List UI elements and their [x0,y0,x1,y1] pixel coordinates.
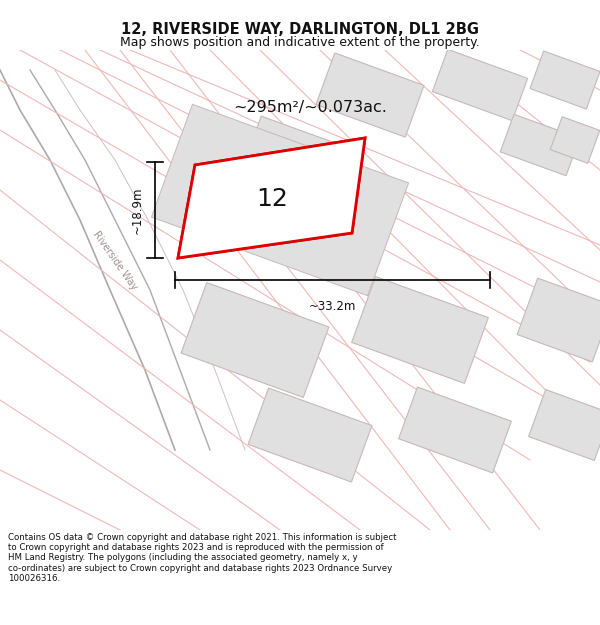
Text: Riverside Way: Riverside Way [91,229,139,291]
Text: 12, RIVERSIDE WAY, DARLINGTON, DL1 2BG: 12, RIVERSIDE WAY, DARLINGTON, DL1 2BG [121,22,479,37]
Polygon shape [151,104,409,296]
Text: Contains OS data © Crown copyright and database right 2021. This information is : Contains OS data © Crown copyright and d… [8,532,397,583]
Polygon shape [500,114,580,176]
Polygon shape [352,277,488,383]
Polygon shape [178,138,365,258]
Text: ~33.2m: ~33.2m [309,300,356,313]
Polygon shape [529,389,600,461]
Polygon shape [178,138,365,258]
Polygon shape [517,278,600,362]
Text: ~295m²/~0.073ac.: ~295m²/~0.073ac. [233,100,387,115]
Polygon shape [244,116,346,194]
Text: ~18.9m: ~18.9m [131,186,143,234]
Polygon shape [181,282,329,398]
Polygon shape [398,387,511,473]
Polygon shape [316,53,424,137]
Polygon shape [530,51,600,109]
Polygon shape [248,388,372,482]
Text: Map shows position and indicative extent of the property.: Map shows position and indicative extent… [120,36,480,49]
Text: 12: 12 [257,186,289,211]
Polygon shape [550,117,600,163]
Polygon shape [433,49,527,121]
